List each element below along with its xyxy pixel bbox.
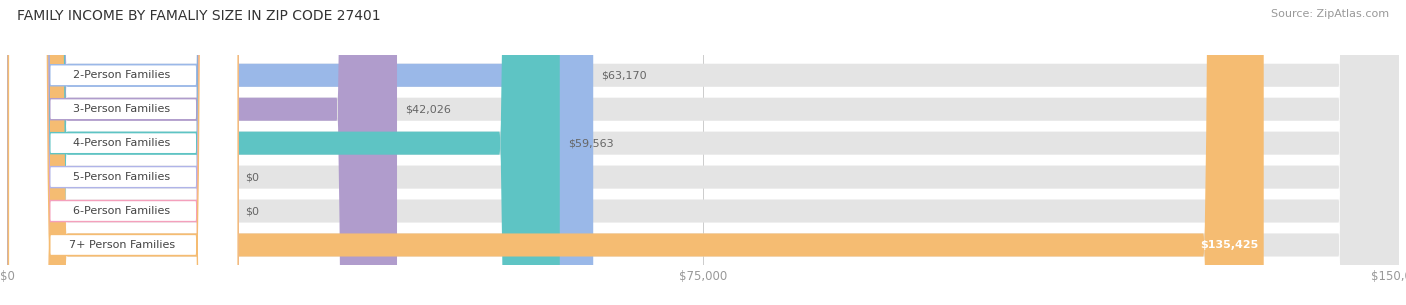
Text: 4-Person Families: 4-Person Families [73,138,170,148]
Text: 6-Person Families: 6-Person Families [73,206,170,216]
FancyBboxPatch shape [8,0,238,305]
Text: 7+ Person Families: 7+ Person Families [69,240,174,250]
Text: $0: $0 [245,206,259,216]
FancyBboxPatch shape [7,0,593,305]
FancyBboxPatch shape [7,0,1264,305]
FancyBboxPatch shape [7,0,32,305]
Text: $63,170: $63,170 [602,70,647,80]
FancyBboxPatch shape [7,0,1399,305]
Text: Source: ZipAtlas.com: Source: ZipAtlas.com [1271,9,1389,19]
Text: 2-Person Families: 2-Person Families [73,70,170,80]
FancyBboxPatch shape [7,0,1399,305]
Text: 5-Person Families: 5-Person Families [73,172,170,182]
Text: FAMILY INCOME BY FAMALIY SIZE IN ZIP CODE 27401: FAMILY INCOME BY FAMALIY SIZE IN ZIP COD… [17,9,381,23]
Text: $135,425: $135,425 [1199,240,1258,250]
Text: $42,026: $42,026 [405,104,451,114]
FancyBboxPatch shape [7,0,1399,305]
FancyBboxPatch shape [7,0,1399,305]
FancyBboxPatch shape [8,0,238,305]
FancyBboxPatch shape [8,0,238,305]
Text: $0: $0 [245,172,259,182]
Text: 3-Person Families: 3-Person Families [73,104,170,114]
FancyBboxPatch shape [8,0,238,305]
FancyBboxPatch shape [7,0,396,305]
FancyBboxPatch shape [7,0,1399,305]
FancyBboxPatch shape [8,0,238,305]
Text: $59,563: $59,563 [568,138,614,148]
FancyBboxPatch shape [7,0,32,305]
FancyBboxPatch shape [7,0,560,305]
FancyBboxPatch shape [7,0,1399,305]
FancyBboxPatch shape [8,0,238,305]
